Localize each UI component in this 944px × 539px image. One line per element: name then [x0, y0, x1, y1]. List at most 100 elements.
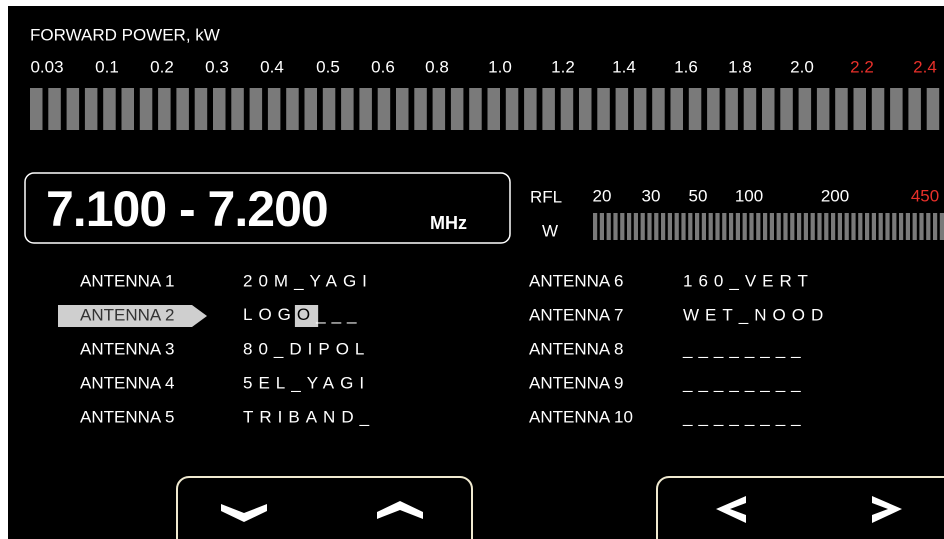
power-scale-label: 1.6 — [674, 57, 698, 76]
right-button[interactable] — [872, 496, 902, 523]
rfl-scale-label: 20 — [593, 186, 612, 205]
rfl-bar-segment — [701, 213, 706, 240]
power-bar-segment — [725, 88, 738, 130]
rfl-bar-segment — [926, 213, 931, 240]
antenna-label: ANTENNA 7 — [529, 305, 623, 324]
rfl-bar-segment — [613, 213, 618, 240]
rfl-scale-label: 450 — [911, 186, 939, 205]
rfl-bar-segment — [878, 213, 883, 240]
rfl-label: RFL — [530, 187, 562, 206]
power-bar-segment — [487, 88, 500, 130]
rfl-bar-segment — [708, 213, 713, 240]
power-bar-segment — [304, 88, 317, 130]
rfl-bar-segment — [858, 213, 863, 240]
power-bar-segment — [835, 88, 848, 130]
up-down-button-box — [176, 476, 473, 539]
rfl-bar-segment — [599, 213, 604, 240]
power-bar-segment — [359, 88, 372, 130]
rfl-bar-segment — [831, 213, 836, 240]
rfl-bar-segment — [865, 213, 870, 240]
power-bar-segment — [286, 88, 299, 130]
power-bar-segment — [524, 88, 537, 130]
power-scale-label: 0.6 — [371, 57, 395, 76]
left-button[interactable] — [716, 496, 746, 523]
rfl-bar-segment — [620, 213, 625, 240]
rfl-bar-segment — [722, 213, 727, 240]
rfl-bar-segment — [593, 213, 598, 240]
power-bar-segment — [615, 88, 629, 130]
power-bar-segment — [505, 88, 519, 130]
rfl-bar-segment — [939, 213, 944, 240]
antenna-name: TRIBAND_ — [243, 407, 375, 426]
rfl-bar-segment — [899, 213, 904, 240]
selected-highlight — [58, 305, 207, 327]
power-bar-segment — [231, 88, 244, 130]
down-button[interactable] — [221, 504, 267, 522]
power-bar-segment — [414, 88, 427, 130]
power-bar-segment — [871, 88, 885, 130]
rfl-bar-segment — [892, 213, 897, 240]
up-button[interactable] — [377, 501, 423, 519]
power-scale-label: 1.8 — [728, 57, 752, 76]
rfl-bar-segment — [695, 213, 700, 240]
power-bar-segment — [139, 88, 153, 130]
power-scale-label: 0.03 — [30, 57, 63, 76]
power-bar-segment — [396, 88, 409, 130]
rfl-bar-segment — [715, 213, 720, 240]
cursor-highlight — [294, 305, 319, 327]
rfl-bar-segment — [681, 213, 686, 240]
rfl-scale-label: 200 — [821, 186, 849, 205]
antenna-label: ANTENNA 6 — [529, 271, 623, 290]
power-bar-segment — [652, 88, 665, 130]
rfl-unit: W — [542, 221, 558, 240]
power-bar-segment — [597, 88, 610, 130]
rfl-scale-label: 50 — [689, 186, 708, 205]
power-scale-label: 2.0 — [790, 57, 814, 76]
power-bar-segment — [688, 88, 702, 130]
rfl-bar-segment — [674, 213, 679, 240]
power-bar-segment — [121, 88, 134, 130]
antenna-label: ANTENNA 1 — [80, 271, 174, 290]
antenna-name: 20M_YAGI — [243, 271, 373, 290]
frequency-box — [24, 172, 511, 244]
power-bar-segment — [542, 88, 555, 130]
rfl-bar-segment — [654, 213, 659, 240]
power-scale-label: 0.2 — [150, 57, 174, 76]
antenna-name: 80_DIPOL — [243, 339, 370, 358]
power-bar-segment — [816, 88, 830, 130]
power-bar-segment — [103, 88, 116, 130]
rfl-bar-segment — [729, 213, 734, 240]
antenna-label: ANTENNA 4 — [80, 373, 174, 392]
power-bar-segment — [780, 88, 793, 130]
power-scale-label: 0.1 — [95, 57, 119, 76]
power-bar-segment — [249, 88, 263, 130]
rfl-bar-segment — [647, 213, 652, 240]
power-bar-segment — [890, 88, 903, 130]
power-scale-label: 2.4 — [913, 57, 937, 76]
power-bar-segment — [267, 88, 281, 130]
rfl-bar-segment — [749, 213, 754, 240]
rfl-bar-segment — [640, 213, 645, 240]
power-bar-segment — [30, 88, 43, 130]
power-scale-label: 0.3 — [205, 57, 229, 76]
power-bar-segment — [48, 88, 61, 130]
antenna-name: ________ — [682, 407, 807, 426]
power-bar-segment — [213, 88, 226, 130]
power-bar-segment — [579, 88, 592, 130]
power-bar-segment — [853, 88, 866, 130]
antenna-label: ANTENNA 10 — [529, 407, 633, 426]
rfl-bar-segment — [905, 213, 910, 240]
rfl-bar-segment — [912, 213, 917, 240]
rfl-bar-segment — [837, 213, 842, 240]
rfl-bar-segment — [742, 213, 747, 240]
nav-buttons — [176, 476, 944, 539]
power-bar-segment — [450, 88, 464, 130]
power-bar-segment — [194, 88, 208, 130]
power-bar-segment — [176, 88, 189, 130]
antenna-label: ANTENNA 3 — [80, 339, 174, 358]
power-scale-label: 1.4 — [612, 57, 636, 76]
antenna-label: ANTENNA 8 — [529, 339, 623, 358]
power-bar-segment — [926, 88, 940, 130]
power-bar-segment — [322, 88, 336, 130]
